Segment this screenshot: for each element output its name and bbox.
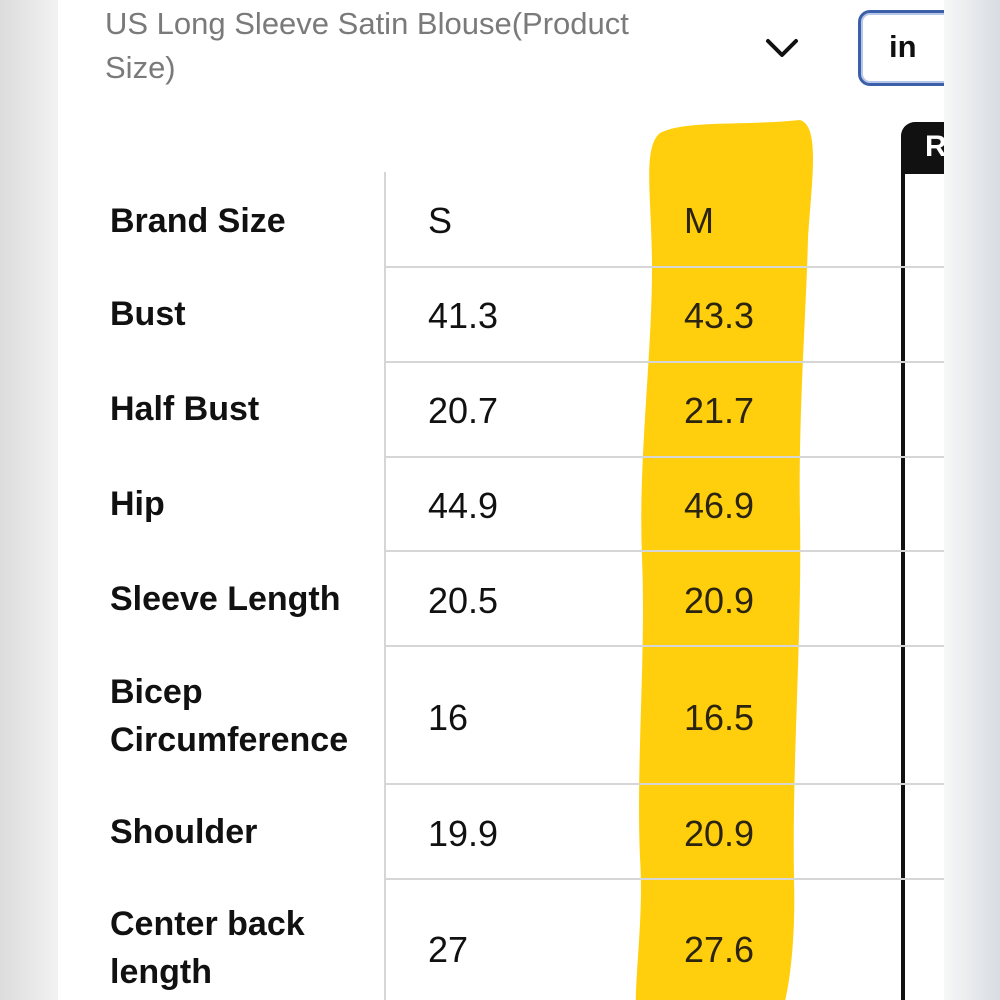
size-s-header: S — [428, 200, 453, 241]
cell-bicep-s: 16 — [428, 697, 469, 738]
cell-center-back-length-m: 27.6 — [684, 929, 755, 970]
cell-shoulder-m: 20.9 — [684, 813, 755, 854]
row-label-sleeve-length: Sleeve Length — [110, 580, 341, 618]
row-divider — [386, 550, 944, 552]
row-label-half-bust: Half Bust — [110, 390, 260, 428]
row-label-brand-size: Brand Size — [110, 202, 286, 240]
row-divider — [386, 878, 944, 880]
row-divider — [386, 456, 944, 458]
background-left — [0, 0, 58, 1000]
unit-label: in — [889, 29, 917, 64]
product-size-title: US Long Sleeve Satin Blouse(Product Size… — [105, 6, 629, 85]
cell-bicep-m: 16.5 — [684, 697, 755, 738]
cell-half-bust-m: 21.7 — [684, 390, 755, 431]
row-divider — [386, 783, 944, 785]
cell-center-back-length-s: 27 — [428, 929, 469, 970]
recommended-size-header: R — [901, 122, 944, 174]
background-right — [944, 0, 1000, 1000]
cell-hip-s: 44.9 — [428, 485, 499, 526]
row-divider — [386, 645, 944, 647]
highlight-marker — [635, 120, 813, 1000]
cell-bust-m: 43.3 — [684, 295, 755, 336]
row-divider — [386, 361, 944, 363]
row-divider — [386, 266, 944, 268]
size-m-header: M — [684, 200, 714, 241]
recommended-size-header-label: R — [925, 130, 944, 163]
row-label-bicep-circumference: Bicep Circumference — [110, 673, 349, 759]
cell-sleeve-length-m: 20.9 — [684, 580, 755, 621]
cell-sleeve-length-s: 20.5 — [428, 580, 499, 621]
recommended-size-panel — [901, 122, 944, 1000]
column-divider — [384, 172, 386, 1000]
row-label-shoulder: Shoulder — [110, 813, 258, 851]
cell-bust-s: 41.3 — [428, 295, 499, 336]
size-chart-panel: US Long Sleeve Satin Blouse(Product Size… — [58, 0, 944, 1000]
row-label-bust: Bust — [110, 295, 186, 333]
cell-half-bust-s: 20.7 — [428, 390, 499, 431]
row-label-center-back-length: Center back length — [110, 905, 305, 991]
unit-toggle-button[interactable]: in — [858, 10, 944, 86]
row-label-hip: Hip — [110, 485, 165, 523]
cell-shoulder-s: 19.9 — [428, 813, 499, 854]
cell-hip-m: 46.9 — [684, 485, 755, 526]
chevron-down-icon[interactable] — [764, 30, 800, 66]
